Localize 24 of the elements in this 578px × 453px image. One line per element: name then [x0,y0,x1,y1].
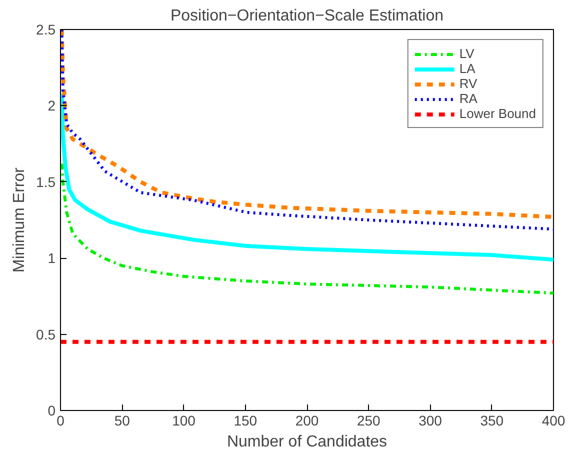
x-tick-label: 100 [172,412,196,428]
x-tick-label: 250 [356,412,381,428]
chart-title: Position−Orientation−Scale Estimation [170,8,444,24]
y-tick-label: 1.5 [36,174,56,190]
y-tick-label: 0.5 [36,326,56,342]
legend-label: RA [459,91,478,106]
legend-label: Lower Bound [459,106,536,121]
x-tick-label: 150 [234,412,258,428]
y-tick-label: 1 [48,250,56,266]
x-tick-label: 350 [480,412,504,428]
x-axis-title: Number of Candidates [226,434,388,450]
x-tick-label: 300 [418,412,442,428]
line-series [60,162,554,295]
legend-label: LA [459,61,476,76]
y-axis-title: Minimum Error [11,166,28,272]
x-tick-label: 400 [542,412,566,428]
x-tick-label: 50 [114,412,130,428]
y-tick-label: 2 [48,98,56,114]
y-tick-label: 2.5 [36,22,56,38]
legend-label: RV [459,76,478,91]
y-tick-label: 0 [48,402,56,418]
legend-label: LV [459,46,476,61]
x-tick-label: 200 [295,412,319,428]
line-series [60,92,554,262]
